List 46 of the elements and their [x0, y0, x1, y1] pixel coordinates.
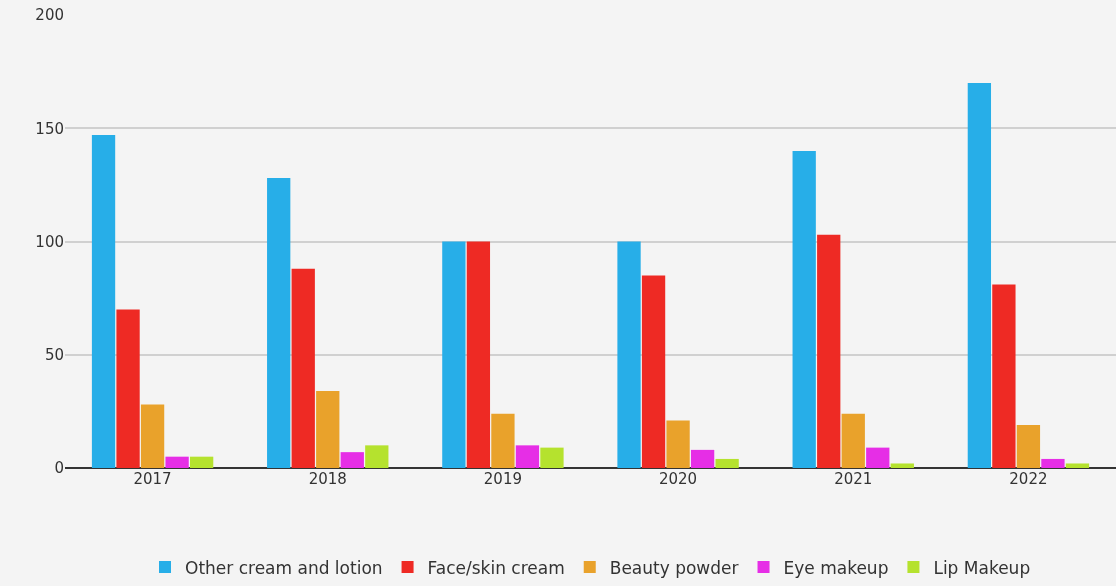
bar: [1065, 463, 1090, 468]
legend-label: Lip Makeup: [933, 557, 1031, 578]
bar: [316, 390, 340, 468]
bar: [841, 413, 865, 468]
x-tick-label: 2021: [834, 470, 873, 488]
x-tick-label: 2019: [483, 470, 523, 488]
x-tick-label: 2018: [308, 470, 347, 488]
bar: [91, 135, 116, 468]
y-tick-label: 0: [54, 459, 64, 478]
bar: [267, 178, 291, 468]
y-tick-label: 50: [44, 346, 64, 364]
bar: [792, 150, 816, 468]
legend-label: Beauty powder: [609, 557, 739, 578]
bar: [617, 241, 641, 468]
y-tick-label: 100: [35, 232, 64, 251]
bar: [817, 234, 841, 468]
bar: [715, 458, 739, 468]
x-tick-label: 2017: [133, 470, 172, 488]
bar: [890, 463, 914, 468]
legend-label: Other cream and lotion: [185, 557, 383, 578]
bar: [116, 309, 140, 468]
bar: [866, 447, 890, 468]
bar: [165, 456, 189, 468]
y-tick-label: 150: [35, 119, 64, 138]
bar: [515, 445, 540, 468]
bar: [1016, 424, 1041, 468]
bar: [466, 241, 491, 468]
x-tick-label: 2022: [1009, 470, 1048, 488]
bar: [365, 445, 389, 468]
bar: [666, 420, 690, 468]
x-tick-label: 2020: [658, 470, 698, 488]
bar: [340, 452, 364, 468]
bar: [967, 82, 992, 468]
bar: [540, 447, 564, 468]
bar: [992, 284, 1016, 468]
bar: [690, 449, 715, 468]
bar: [641, 275, 666, 468]
y-tick-label: 200: [35, 6, 64, 25]
bar: [442, 241, 466, 468]
bar: [189, 456, 214, 468]
bar: [291, 268, 315, 468]
bar: [491, 413, 515, 468]
legend-label: Face/skin cream: [427, 557, 565, 578]
legend-label: Eye makeup: [783, 557, 889, 578]
bar: [1041, 458, 1065, 468]
bar: [140, 404, 165, 468]
